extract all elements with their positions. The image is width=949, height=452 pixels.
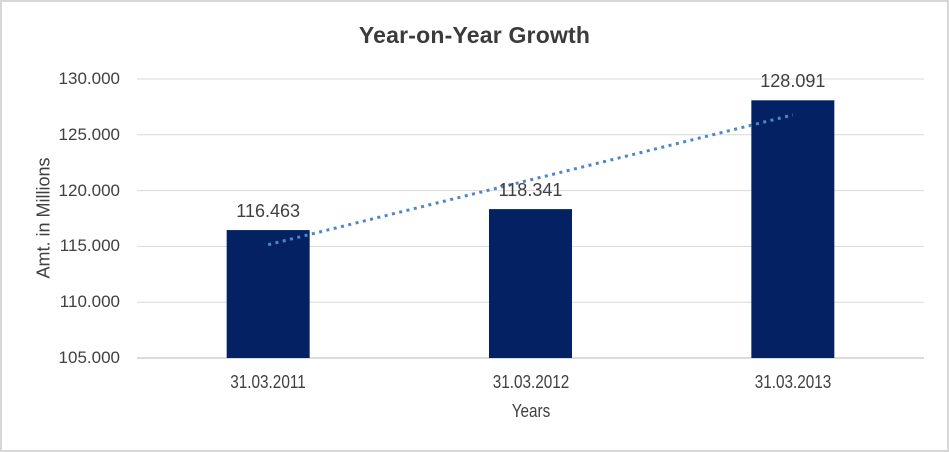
trendline <box>267 113 794 247</box>
x-axis-title: Years <box>511 401 551 421</box>
x-tick-label: 31.03.2013 <box>754 372 832 392</box>
x-tick-label: 31.03.2012 <box>492 372 569 392</box>
data-label: 116.463 <box>236 201 301 222</box>
y-tick-label: 125.000 <box>58 124 120 144</box>
y-tick-label: 105.000 <box>58 348 120 367</box>
chart-title: Year-on-Year Growth <box>358 22 591 48</box>
y-tick-label: 130.000 <box>58 69 120 88</box>
y-tick-label: 120.000 <box>58 180 120 200</box>
y-tick-label: 110.000 <box>59 292 120 312</box>
data-label: 118.341 <box>498 180 563 201</box>
x-tick-label: 31.03.2011 <box>230 372 306 392</box>
data-label: 128.091 <box>760 71 826 92</box>
bar <box>489 209 572 358</box>
y-tick-label: 115.000 <box>59 236 120 256</box>
bar <box>751 100 835 358</box>
bar <box>226 230 310 358</box>
